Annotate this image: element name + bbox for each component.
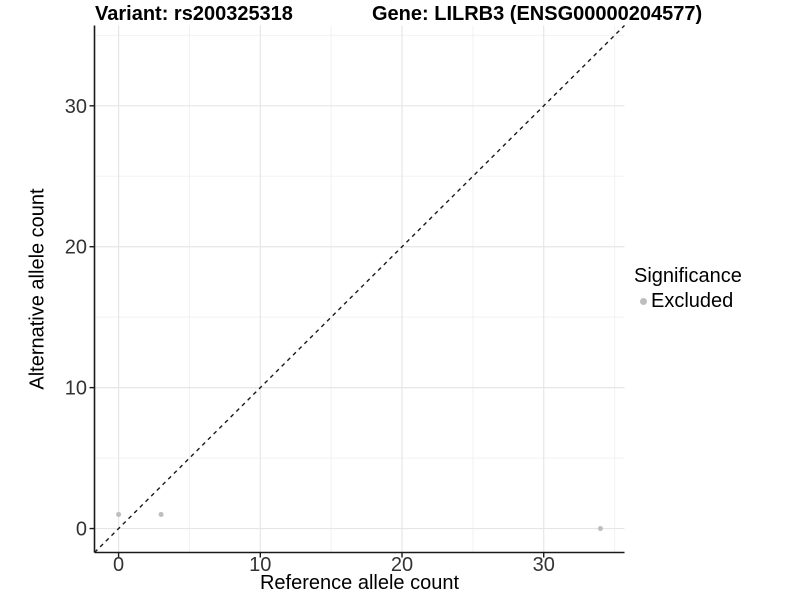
x-tick-label: 0 [113,554,124,576]
y-tick-label: 30 [65,96,87,118]
identity-line [94,25,625,553]
legend: Significance Excluded [634,265,742,313]
x-tick-label: 20 [391,554,413,576]
x-tick-label: 30 [533,554,555,576]
excluded-point-icon [640,298,647,305]
x-axis-title: Reference allele count [259,572,459,594]
data-point [116,511,122,517]
gene-title: Gene: LILRB3 (ENSG00000204577) [372,3,703,25]
y-tick-label: 0 [76,519,87,541]
y-axis-title: Alternative allele count [26,188,49,390]
variant-title: Variant: rs200325318 [95,3,293,25]
x-tick-label: 10 [249,554,271,576]
data-point [597,526,603,532]
y-tick-label: 20 [65,237,87,259]
data-point [158,511,164,517]
legend-item-excluded: Excluded [634,290,742,313]
legend-title: Significance [634,265,742,287]
y-tick-label: 10 [65,378,87,400]
legend-item-label: Excluded [651,290,734,312]
